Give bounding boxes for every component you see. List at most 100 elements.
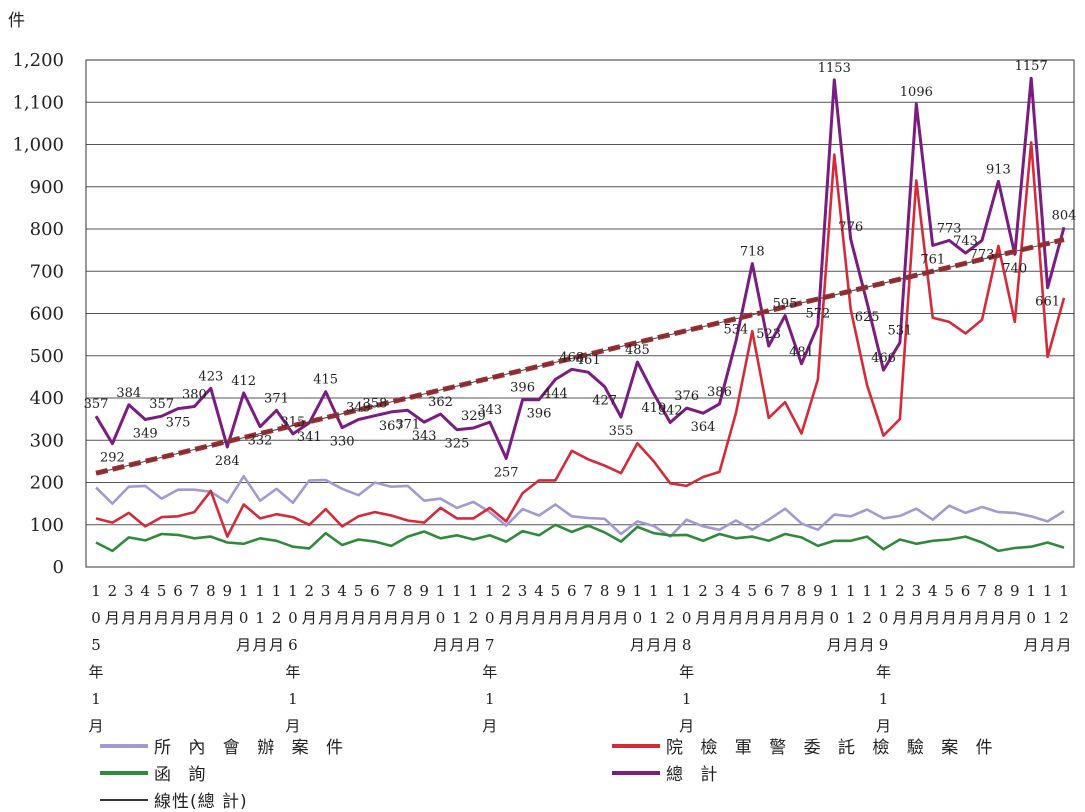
y-tick-label: 900	[30, 177, 64, 198]
data-label: 415	[313, 373, 338, 388]
x-tick-char: 3	[912, 582, 922, 600]
x-tick-char: 7	[485, 636, 495, 654]
x-tick-char: 月	[433, 636, 448, 654]
x-tick-char: 月	[466, 636, 481, 654]
x-tick-char: 月	[663, 636, 678, 654]
x-tick-char: 月	[1040, 636, 1055, 654]
legend-swatch	[612, 743, 660, 748]
x-tick-char: 月	[794, 609, 809, 627]
x-tick-char: 月	[220, 609, 235, 627]
y-tick-label: 700	[30, 261, 64, 282]
data-label: 357	[84, 397, 109, 412]
x-tick-label: 1 2 月	[466, 582, 481, 654]
x-tick-char: 月	[1024, 636, 1039, 654]
x-tick-char: 月	[302, 609, 317, 627]
trendline-group	[95, 237, 1065, 476]
data-label: 375	[166, 416, 191, 431]
data-label: 257	[494, 465, 519, 480]
x-tick-label: 1 0 6 年 1 月	[285, 582, 300, 735]
plot-area	[85, 59, 1075, 568]
x-tick-label: 1 0 7 年 1 月	[482, 582, 497, 735]
x-tick-char: 月	[942, 609, 957, 627]
x-tick-char: 8	[600, 582, 610, 600]
x-tick-char: 4	[731, 582, 741, 600]
x-tick-char: 1	[1043, 609, 1053, 627]
x-tick-label: 1 0 月	[433, 582, 448, 654]
x-tick-char: 7	[977, 582, 987, 600]
x-tick-char: 1	[830, 582, 840, 600]
x-tick-char: 月	[400, 609, 415, 627]
trendline-core	[95, 239, 1065, 474]
x-tick-char: 9	[1010, 582, 1020, 600]
x-tick-char: 9	[419, 582, 429, 600]
x-tick-char: 月	[679, 717, 694, 735]
x-tick-char: 月	[712, 609, 727, 627]
x-tick-char: 5	[91, 636, 101, 654]
x-tick-char: 月	[515, 609, 530, 627]
data-label: 485	[625, 343, 650, 358]
data-label: 349	[133, 427, 158, 442]
x-tick-char: 月	[958, 609, 973, 627]
x-tick-char: 0	[91, 609, 101, 627]
x-tick-char: 1	[633, 582, 643, 600]
x-tick-char: 1	[649, 609, 659, 627]
x-tick-char: 1	[91, 582, 101, 600]
x-tick-label: 1 0 9 年 1 月	[876, 582, 891, 735]
x-tick-char: 1	[1043, 582, 1053, 600]
y-tick-label: 1,200	[12, 50, 64, 71]
x-tick-char: 3	[715, 582, 725, 600]
x-tick-char: 1	[879, 582, 889, 600]
data-label: 342	[658, 404, 683, 419]
x-tick-char: 1	[682, 582, 692, 600]
x-tick-char: 月	[449, 636, 464, 654]
x-tick-char: 1	[649, 582, 659, 600]
x-tick-char: 月	[1007, 609, 1022, 627]
x-tick-char: 月	[236, 636, 251, 654]
x-tick-char: 1	[682, 690, 692, 708]
x-tick-char: 月	[925, 609, 940, 627]
x-tick-char: 1	[255, 609, 265, 627]
x-tick-char: 月	[88, 717, 103, 735]
data-label: 913	[986, 162, 1011, 177]
x-tick-label: 1 0 月	[827, 582, 842, 654]
data-label: 661	[1035, 295, 1060, 310]
legend-swatch	[612, 770, 660, 775]
x-tick-label: 1 1 月	[843, 582, 858, 654]
series-lines	[94, 76, 1066, 553]
x-tick-char: 8	[682, 636, 692, 654]
x-tick-label: 1 0 月	[630, 582, 645, 654]
x-tick-char: 6	[764, 582, 774, 600]
x-tick-char: 0	[830, 609, 840, 627]
x-tick-char: 月	[203, 609, 218, 627]
x-tick-char: 1	[879, 690, 889, 708]
x-tick-char: 0	[239, 609, 249, 627]
x-tick-char: 月	[351, 609, 366, 627]
data-label: 740	[1002, 261, 1027, 276]
x-tick-char: 6	[370, 582, 380, 600]
x-tick-char: 3	[518, 582, 528, 600]
x-tick-char: 年	[876, 663, 891, 681]
x-tick-char: 年	[482, 663, 497, 681]
x-tick-char: 月	[285, 717, 300, 735]
y-tick-label: 400	[30, 388, 64, 409]
x-tick-char: 月	[105, 609, 120, 627]
x-tick-char: 年	[285, 663, 300, 681]
legend-swatch	[100, 743, 148, 748]
legend-label: 所 內 會 辦 案 件	[154, 738, 350, 758]
y-tick-label: 0	[53, 557, 64, 578]
x-tick-char: 0	[682, 609, 692, 627]
